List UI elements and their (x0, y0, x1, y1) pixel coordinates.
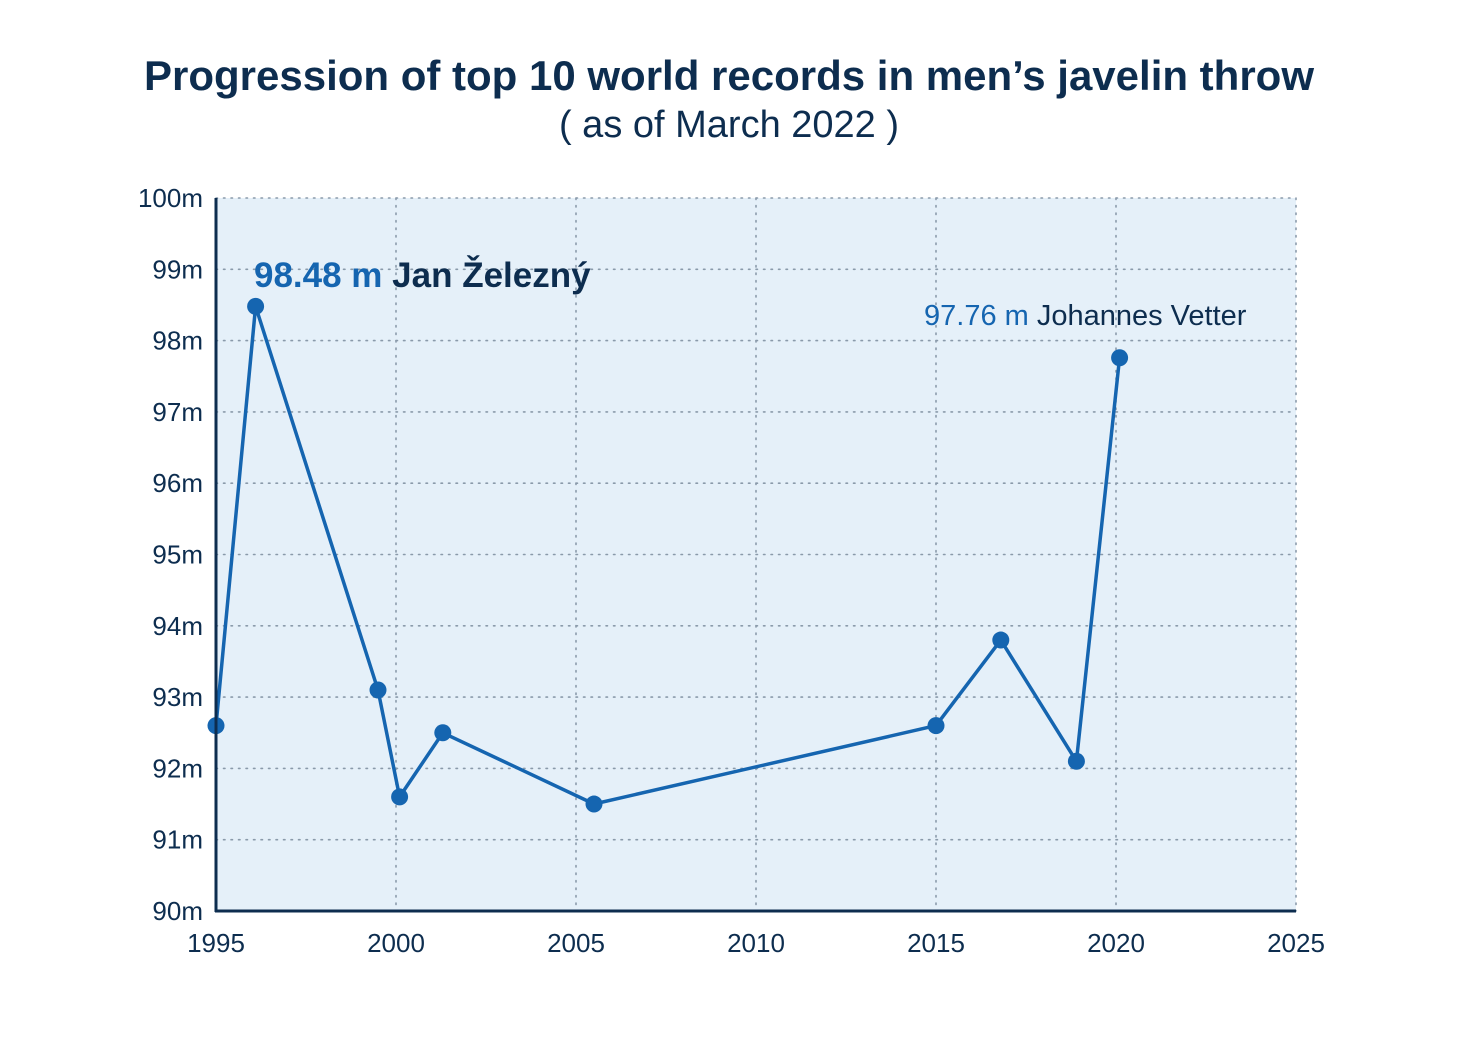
series-line (214, 304, 1122, 806)
data-point (434, 724, 452, 742)
y-tick-label: 94m (152, 611, 203, 641)
annotation-value: 98.48 m (254, 256, 392, 295)
annotation-value: 97.76 m (924, 300, 1037, 332)
x-tick-label: 1995 (187, 928, 245, 958)
x-tick-label: 2020 (1087, 928, 1145, 958)
annotation: 97.76 m Johannes Vetter (924, 300, 1247, 332)
x-tick-label: 2015 (907, 928, 965, 958)
data-point (927, 717, 945, 735)
y-tick-label: 98m (152, 326, 203, 356)
y-axis-ticks: 90m 91m 92m 93m 94m 95m 96m 97m 98m 99m 100m (138, 183, 203, 926)
x-tick-label: 2025 (1267, 928, 1325, 958)
data-point (369, 681, 387, 699)
y-tick-label: 96m (152, 468, 203, 498)
annotations: 98.48 m Jan Železný 97.76 m Johannes Vett… (254, 255, 1247, 332)
y-tick-label: 100m (138, 183, 203, 213)
annotation-name: Jan Železný (392, 255, 591, 295)
data-point (585, 795, 603, 813)
y-tick-label: 99m (152, 254, 203, 284)
x-tick-label: 2005 (547, 928, 605, 958)
chart-subtitle: ( as of March 2022 ) (559, 104, 899, 146)
data-point (1067, 752, 1085, 770)
y-tick-label: 91m (152, 825, 203, 855)
annotation: 98.48 m Jan Železný (254, 255, 591, 295)
x-axis-ticks: 1995 2000 2005 2010 2015 2020 2025 (187, 928, 1325, 958)
data-point (992, 631, 1010, 649)
chart-title: Progression of top 10 world records in m… (144, 52, 1314, 99)
y-tick-label: 90m (152, 896, 203, 926)
data-point (247, 297, 265, 315)
data-point (391, 788, 409, 806)
y-tick-label: 95m (152, 540, 203, 570)
series (207, 297, 1129, 813)
y-tick-label: 97m (152, 397, 203, 427)
x-tick-label: 2010 (727, 928, 785, 958)
y-tick-label: 92m (152, 753, 203, 783)
y-tick-label: 93m (152, 682, 203, 712)
annotation-name: Johannes Vetter (1037, 300, 1247, 332)
data-point (1111, 349, 1129, 367)
x-tick-label: 2000 (367, 928, 425, 958)
